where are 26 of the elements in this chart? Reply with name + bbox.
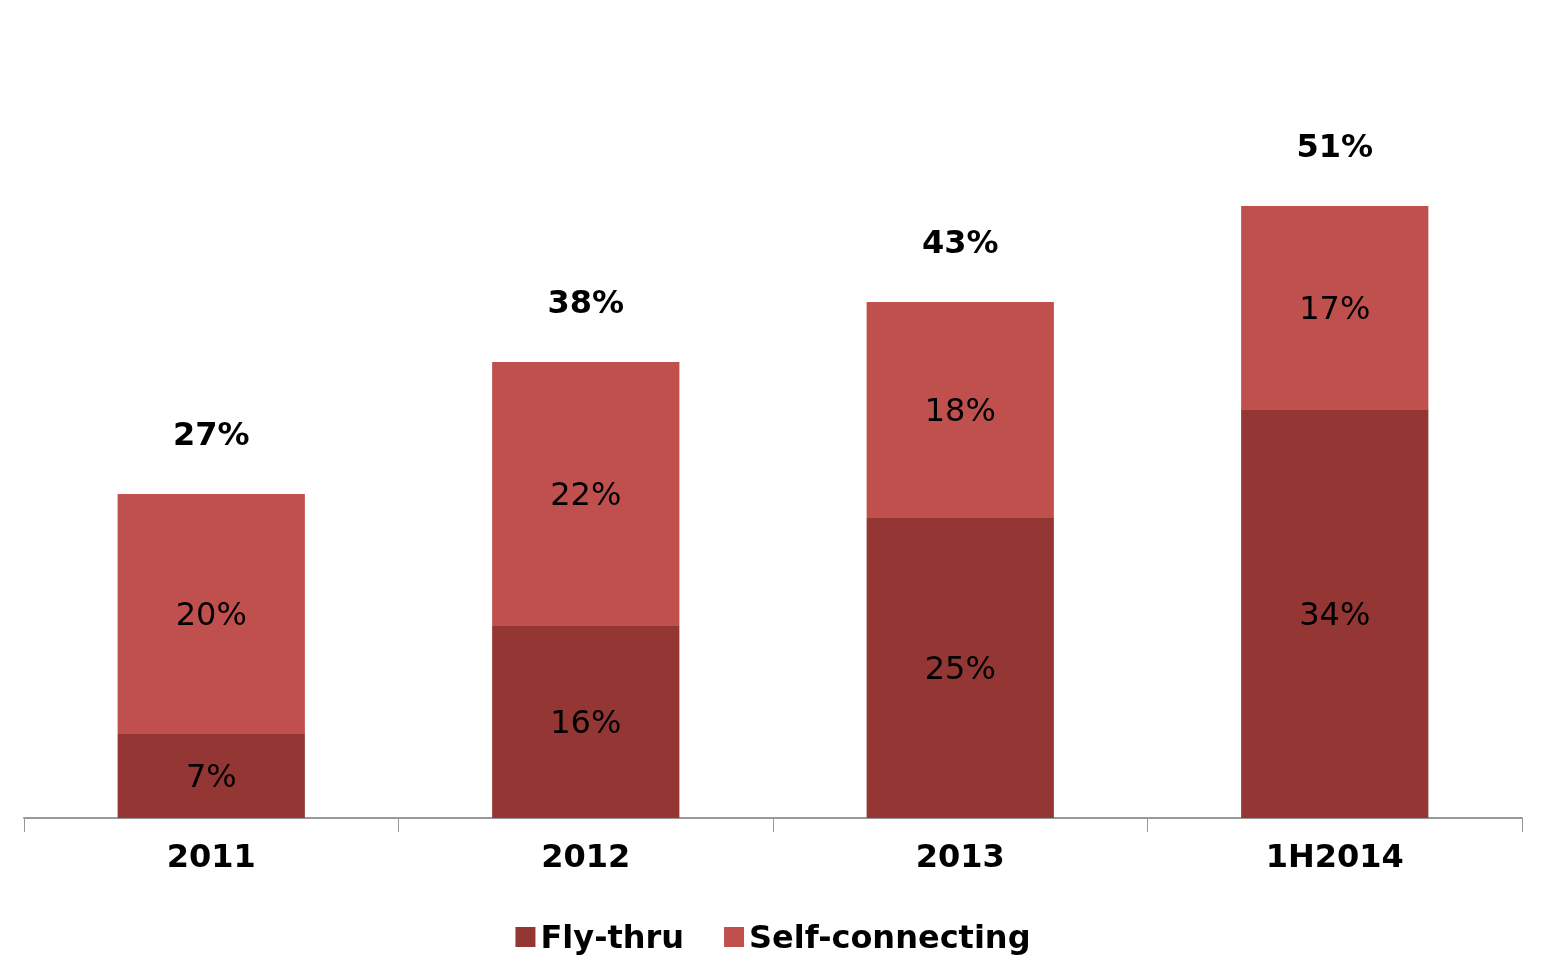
data-label: 20% xyxy=(175,595,247,633)
data-label: 25% xyxy=(924,649,996,687)
x-tick-label: 2013 xyxy=(915,837,1005,875)
data-label: 16% xyxy=(550,703,622,741)
data-label: 34% xyxy=(1299,595,1371,633)
legend-label: Fly-thru xyxy=(540,918,685,956)
data-label: 18% xyxy=(924,391,996,429)
bar xyxy=(117,494,305,734)
total-label: 51% xyxy=(1296,127,1374,165)
total-label: 27% xyxy=(172,415,250,453)
bar xyxy=(1241,206,1429,410)
bar xyxy=(492,362,680,626)
total-label: 43% xyxy=(921,223,999,261)
x-tick-label: 1H2014 xyxy=(1265,837,1404,875)
data-label: 7% xyxy=(185,757,237,795)
x-tick-label: 2012 xyxy=(541,837,631,875)
legend-label: Self-connecting xyxy=(749,918,1031,956)
total-label: 38% xyxy=(547,283,625,321)
bar xyxy=(866,302,1054,518)
data-label: 17% xyxy=(1299,289,1371,327)
bar xyxy=(117,734,305,818)
bar xyxy=(866,518,1054,818)
bar xyxy=(1241,410,1429,818)
bar xyxy=(492,626,680,818)
data-label: 22% xyxy=(550,475,622,513)
x-tick-label: 2011 xyxy=(166,837,256,875)
